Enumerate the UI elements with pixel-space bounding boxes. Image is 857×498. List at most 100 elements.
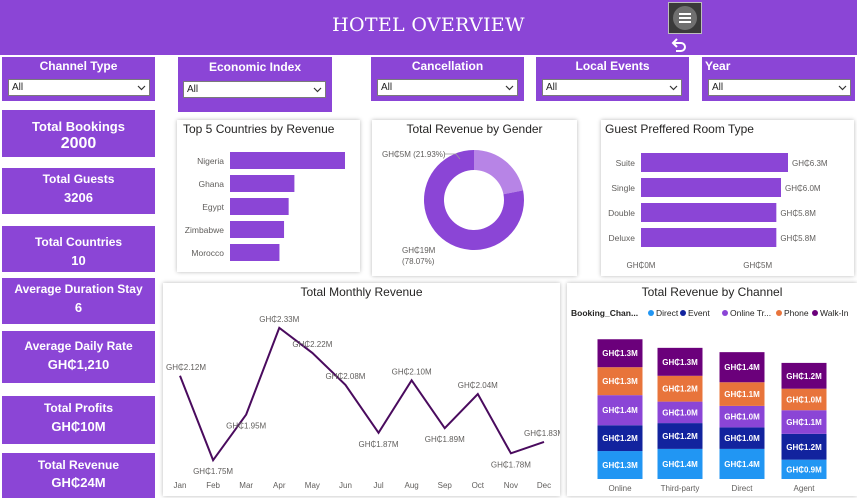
country-bar	[230, 198, 289, 215]
hamburger-icon	[673, 6, 697, 30]
leader-line	[445, 153, 461, 160]
country-bar	[230, 175, 295, 192]
kpi-value: 10	[71, 253, 86, 268]
stacked-segment	[657, 401, 703, 424]
month-tick-label: Jun	[339, 481, 352, 490]
segment-value-label: GH₵1.0M	[662, 408, 698, 417]
legend-label: Phone	[784, 308, 809, 318]
chevron-down-icon	[838, 85, 847, 91]
stacked-segment	[781, 459, 827, 479]
segment-value-label: GH₵1.2M	[786, 443, 822, 452]
room-type-bar	[641, 178, 781, 197]
chevron-down-icon	[313, 87, 322, 93]
kpi-label: Total Profits	[43, 401, 114, 415]
stacked-segment	[597, 339, 643, 368]
dropdown-value: All	[187, 84, 199, 95]
month-tick-label: Apr	[273, 481, 286, 490]
month-tick-label: Feb	[206, 481, 220, 490]
stacked-segment	[597, 395, 643, 426]
kpi-total-guests: Total Guests 3206	[2, 168, 155, 214]
gender-donut-chart: GH₵5M (21.93%) GH₵19M (78.07%)	[382, 150, 524, 266]
room-type-bar	[641, 203, 777, 222]
gender-slice	[474, 150, 524, 195]
legend-marker	[812, 310, 818, 316]
kpi-value: GH₵24M	[51, 475, 106, 490]
legend-label: Event	[688, 308, 710, 318]
legend-marker	[776, 310, 782, 316]
room-type-bar	[641, 228, 777, 247]
dropdown-value: All	[12, 82, 24, 93]
undo-arrow-icon[interactable]	[670, 36, 688, 54]
segment-value-label: GH₵1.3M	[602, 377, 638, 386]
stacked-segment	[781, 410, 827, 434]
economic-index-dropdown[interactable]: All	[183, 81, 326, 98]
stacked-segment	[719, 427, 765, 449]
segment-value-label: GH₵0.9M	[786, 465, 822, 474]
kpi-label: Average Duration Stay	[14, 282, 143, 296]
month-tick-label: May	[305, 481, 320, 490]
segment-value-label: GH₵1.4M	[724, 460, 760, 469]
kpi-label: Total Bookings	[32, 119, 125, 134]
month-tick-label: Mar	[239, 481, 253, 490]
x-tick-label: GH₵0M	[627, 261, 656, 270]
segment-value-label: GH₵1.0M	[724, 434, 760, 443]
legend-marker	[722, 310, 728, 316]
kpi-value: GH₵1,210	[47, 357, 110, 372]
room-type-label: Double	[608, 208, 635, 218]
month-tick-label: Sep	[438, 481, 453, 490]
segment-value-label: GH₵1.0M	[786, 395, 822, 404]
legend-title: Booking_Chan...	[571, 308, 638, 318]
slicer-label: Year	[705, 59, 731, 73]
slicer-label: Channel Type	[39, 59, 118, 73]
kpi-value: 6	[74, 300, 83, 315]
chart-title: Guest Preffered Room Type	[605, 122, 754, 136]
kpi-total-profits: Total Profits GH₵10M	[2, 396, 155, 444]
legend-marker	[648, 310, 654, 316]
menu-button[interactable]	[668, 2, 702, 34]
stacked-segment	[657, 375, 703, 402]
point-value-label: GH₵1.75M	[193, 467, 233, 476]
kpi-label: Total Guests	[42, 172, 115, 186]
slicer-local-events: Local Events All	[536, 57, 689, 101]
kpi-value: 2000	[60, 135, 97, 152]
slicer-label: Cancellation	[411, 59, 484, 73]
slicer-label: Economic Index	[208, 60, 302, 74]
legend-marker	[680, 310, 686, 316]
room-type-value: GH₵5.8M	[780, 234, 816, 243]
stacked-segment	[597, 367, 643, 396]
channel-stacked-chart: Booking_Chan... Direct Event Online Tr... Ph…	[571, 308, 849, 493]
segment-value-label: GH₵1.3M	[662, 358, 698, 367]
month-tick-label: Nov	[504, 481, 518, 490]
chart-title: Total Monthly Revenue	[300, 285, 423, 299]
stacked-segment	[719, 448, 765, 479]
room-type-label: Single	[611, 183, 635, 193]
dropdown-value: All	[712, 82, 724, 93]
segment-value-label: GH₵1.2M	[662, 432, 698, 441]
slicer-label: Local Events	[575, 59, 650, 73]
stacked-segment	[597, 425, 643, 452]
point-value-label: GH₵1.83M	[524, 429, 560, 438]
slicer-cancellation: Cancellation All	[371, 57, 524, 101]
month-tick-label: Oct	[472, 481, 485, 490]
channel-type-dropdown[interactable]: All	[8, 79, 150, 96]
room-type-value: GH₵5.8M	[780, 209, 816, 218]
segment-value-label: GH₵1.2M	[662, 385, 698, 394]
segment-value-label: GH₵1.4M	[662, 460, 698, 469]
stacked-segment	[657, 423, 703, 449]
x-tick-label: GH₵5M	[743, 261, 772, 270]
stacked-segment	[781, 362, 827, 389]
stacked-segment	[719, 352, 765, 383]
slicer-channel-type: Channel Type All	[2, 57, 155, 101]
room-type-bar-chart: Suite GH₵6.3M Single GH₵6.0M Double GH₵5.8M De…	[608, 153, 828, 270]
dropdown-value: All	[381, 82, 393, 93]
card-revenue-channel: Total Revenue by Channel Booking_Chan...…	[567, 283, 857, 496]
country-bar	[230, 244, 280, 261]
kpi-value: GH₵10M	[51, 419, 106, 434]
segment-value-label: GH₵1.1M	[786, 418, 822, 427]
segment-value-label: GH₵1.4M	[724, 363, 760, 372]
year-dropdown[interactable]: All	[708, 79, 851, 96]
gender-slice-label: GH₵19M	[402, 246, 436, 255]
cancellation-dropdown[interactable]: All	[377, 79, 518, 96]
local-events-dropdown[interactable]: All	[542, 79, 682, 96]
